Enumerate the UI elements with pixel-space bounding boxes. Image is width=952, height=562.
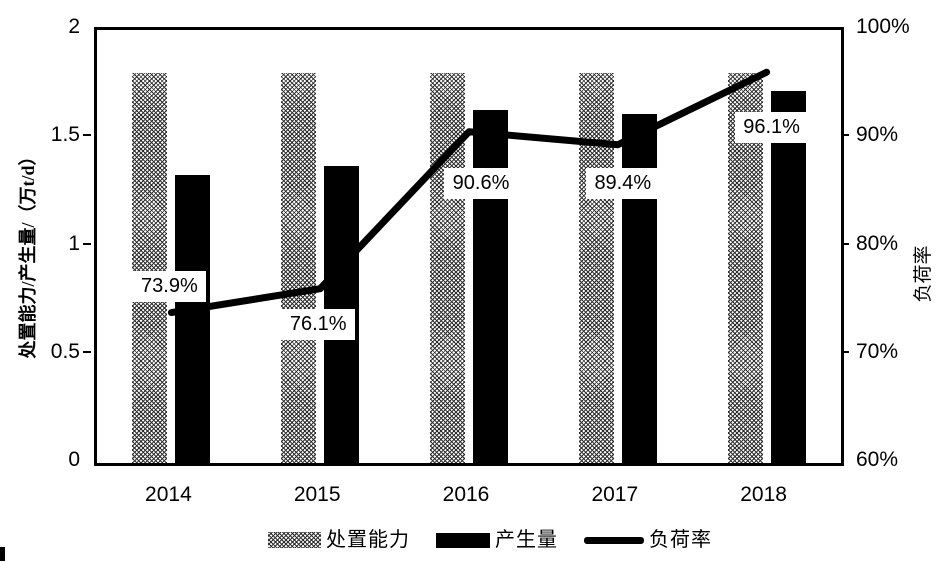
legend-label-load-rate: 负荷率 bbox=[649, 529, 712, 551]
right-axis-tick-mark bbox=[841, 350, 849, 353]
legend-label-output: 产生量 bbox=[495, 529, 558, 551]
legend-item-output: 产生量 bbox=[436, 528, 558, 552]
x-axis-label-2015: 2015 bbox=[293, 483, 341, 506]
left-axis-tick-label: 0 bbox=[68, 448, 80, 471]
left-axis-tick-label: 0.5 bbox=[50, 339, 80, 363]
right-axis-tick-label: 70% bbox=[856, 339, 899, 363]
legend: 处置能力 产生量 负荷率 bbox=[268, 528, 712, 552]
bar-capacity-2017 bbox=[578, 73, 614, 463]
left-axis-tick-mark bbox=[83, 242, 91, 245]
data-label-2015: 76.1% bbox=[281, 309, 356, 341]
plot-area: 73.9% 76.1% 90.6% 89.4% 96.1% bbox=[94, 27, 844, 466]
x-axis-label-2017: 2017 bbox=[591, 483, 639, 506]
bar-output-2014 bbox=[175, 175, 211, 463]
bar-capacity-2014 bbox=[132, 73, 168, 463]
left-axis-tick-label: 1 bbox=[68, 231, 80, 255]
right-axis-tick-label: 100% bbox=[856, 15, 910, 38]
x-axis-label-2016: 2016 bbox=[442, 483, 490, 506]
corner-crop-mark bbox=[0, 547, 5, 561]
right-axis-tick-mark bbox=[841, 134, 849, 137]
legend-label-capacity: 处置能力 bbox=[326, 529, 410, 551]
legend-item-load-rate: 负荷率 bbox=[584, 528, 712, 552]
x-axis-label-2014: 2014 bbox=[145, 483, 192, 506]
legend-solid-swatch-icon bbox=[436, 532, 490, 548]
left-axis-tick-mark bbox=[83, 350, 91, 353]
data-label-2014: 73.9% bbox=[132, 271, 207, 303]
data-label-2018: 96.1% bbox=[734, 111, 809, 143]
right-axis-tick-mark bbox=[841, 242, 849, 245]
load-rate-line bbox=[167, 68, 771, 317]
bar-output-2018 bbox=[770, 90, 806, 463]
bar-capacity-2016 bbox=[430, 73, 465, 463]
legend-item-capacity: 处置能力 bbox=[268, 528, 410, 552]
bar-capacity-2015 bbox=[281, 73, 317, 463]
right-axis-tick-label: 90% bbox=[856, 123, 899, 147]
legend-line-swatch-icon bbox=[584, 536, 644, 544]
right-axis-tick-label: 60% bbox=[856, 448, 899, 471]
x-axis-label-2018: 2018 bbox=[740, 483, 787, 506]
left-axis-tick-label: 2 bbox=[68, 15, 80, 38]
data-label-2016: 90.6% bbox=[444, 168, 518, 200]
right-axis-tick-label: 80% bbox=[856, 231, 899, 255]
data-label-2017: 89.4% bbox=[585, 168, 660, 200]
left-axis-tick-label: 1.5 bbox=[50, 123, 80, 147]
legend-hatched-swatch-icon bbox=[268, 532, 321, 548]
left-axis-tick-mark bbox=[83, 134, 91, 137]
